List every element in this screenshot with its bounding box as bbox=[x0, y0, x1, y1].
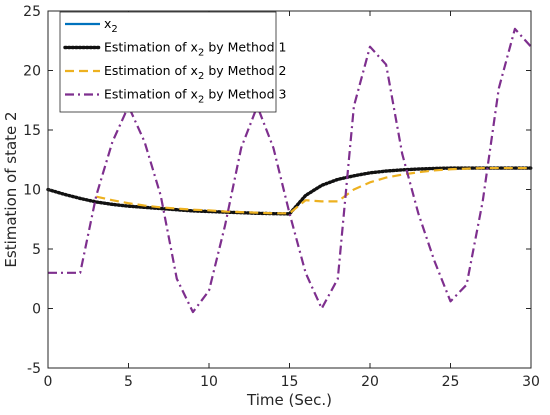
legend-entry-suffix: by Method 3 bbox=[204, 87, 286, 102]
x-tick-label: 25 bbox=[442, 374, 460, 390]
y-tick-label: 5 bbox=[32, 242, 41, 258]
series-line-4 bbox=[48, 27, 532, 314]
x-tick-label: 10 bbox=[200, 374, 218, 390]
series-line-2 bbox=[46, 166, 533, 216]
legend-entry-name: Estimation of x bbox=[104, 40, 198, 55]
legend-box bbox=[59, 11, 277, 113]
y-tick-label: -5 bbox=[27, 361, 41, 377]
y-tick-label: 20 bbox=[23, 64, 41, 80]
y-tick-label: 15 bbox=[23, 123, 41, 139]
legend-entry-name: Estimation of x bbox=[104, 87, 198, 102]
y-tick-label: 0 bbox=[32, 302, 41, 318]
x-tick-label: 0 bbox=[44, 374, 53, 390]
y-tick-label: 25 bbox=[23, 4, 41, 20]
x-tick-label: 30 bbox=[522, 374, 540, 390]
x-axis-label: Time (Sec.) bbox=[246, 391, 332, 409]
legend-entry-3: Estimation of x2 by Method 2 bbox=[104, 63, 286, 82]
legend-entry-name: x bbox=[104, 16, 111, 31]
legend-entry-1: x2 bbox=[104, 16, 118, 35]
legend-entry-subscript: 2 bbox=[198, 48, 204, 59]
y-axis-label: Estimation of state 2 bbox=[2, 111, 20, 267]
x-tick-label: 15 bbox=[281, 374, 299, 390]
legend-entry-subscript: 2 bbox=[198, 95, 204, 106]
y-tick-label: 10 bbox=[23, 183, 41, 199]
legend-entry-4: Estimation of x2 by Method 3 bbox=[104, 87, 286, 106]
series-line-3 bbox=[96, 166, 531, 215]
legend-entry-name: Estimation of x bbox=[104, 63, 198, 78]
legend-entry-2: Estimation of x2 by Method 1 bbox=[104, 40, 286, 59]
legend-entry-suffix: by Method 1 bbox=[204, 40, 286, 55]
legend-entry-subscript: 2 bbox=[111, 24, 117, 35]
series-lines bbox=[46, 27, 533, 314]
x-tick-label: 5 bbox=[124, 374, 133, 390]
x-tick-label: 20 bbox=[361, 374, 379, 390]
legend-entry-subscript: 2 bbox=[198, 71, 204, 82]
legend-entry-suffix: by Method 2 bbox=[204, 63, 286, 78]
